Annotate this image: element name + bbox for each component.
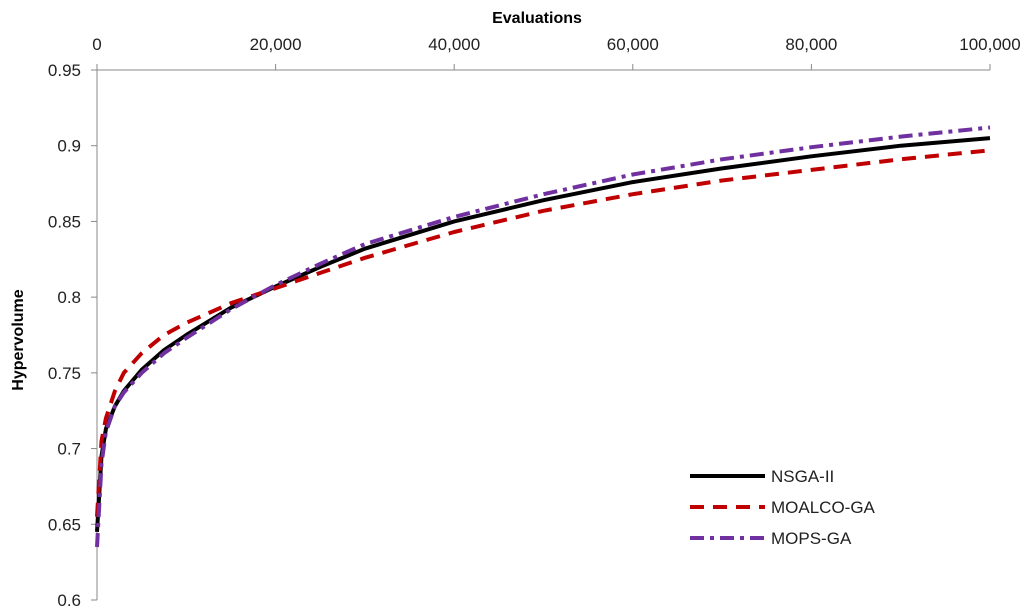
y-tick-label: 0.75 <box>48 364 81 383</box>
series-layer <box>95 125 991 548</box>
legend: NSGA-II MOALCO-GA MOPS-GA <box>690 467 876 548</box>
y-tick-label: 0.65 <box>48 515 81 534</box>
x-tick-label: 20,000 <box>250 35 302 54</box>
series-line-nsga-ii <box>95 136 991 533</box>
x-axis-title: Evaluations <box>492 10 582 27</box>
x-tick-label: 100,000 <box>959 35 1020 54</box>
y-tick-label: 0.85 <box>48 212 81 231</box>
y-tick-label: 0.6 <box>57 591 81 606</box>
x-tick-label: 60,000 <box>607 35 659 54</box>
y-axis-title: Hypervolume <box>10 289 27 390</box>
y-tick-label: 0.9 <box>57 137 81 156</box>
legend-label: MOPS-GA <box>771 529 852 548</box>
legend-label: MOALCO-GA <box>771 498 876 517</box>
x-tick-label: 0 <box>92 35 101 54</box>
legend-label: NSGA-II <box>771 467 834 486</box>
x-tick-label: 40,000 <box>428 35 480 54</box>
ticks-layer: 0 20,000 40,000 60,000 80,000 100,000 0.6 0.65 0… <box>48 35 1021 606</box>
y-tick-label: 0.8 <box>57 288 81 307</box>
x-tick-label: 80,000 <box>785 35 837 54</box>
series-line-moalco-ga <box>95 148 991 517</box>
series-line-mops-ga <box>95 125 991 548</box>
y-tick-label: 0.95 <box>48 61 81 80</box>
y-tick-label: 0.7 <box>57 440 81 459</box>
